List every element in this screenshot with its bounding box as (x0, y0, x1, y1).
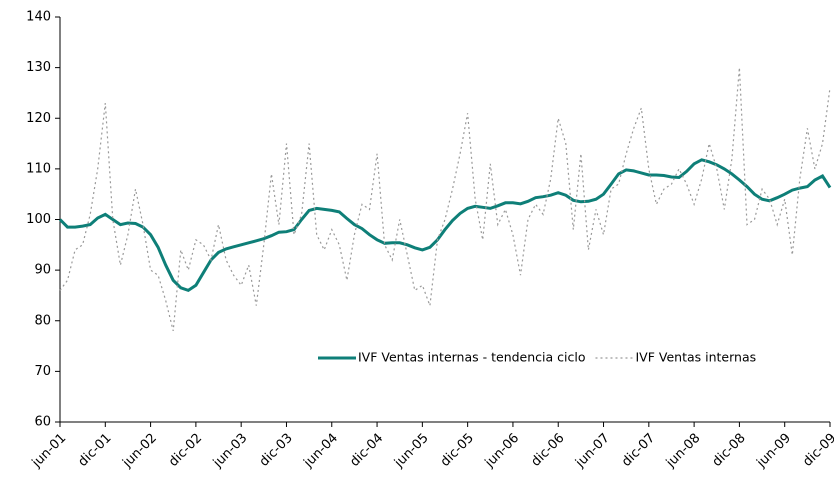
y-tick-label: 140 (26, 10, 51, 25)
x-tick-label: dic-06 (528, 431, 567, 470)
x-tick-label: jun-07 (572, 431, 613, 472)
x-tick-label: dic-01 (76, 431, 115, 470)
x-tick-label: jun-08 (663, 431, 704, 472)
x-tick-label: dic-07 (619, 431, 658, 470)
x-tick-label: jun-03 (210, 431, 251, 472)
y-tick-label: 70 (34, 364, 51, 379)
x-tick-label: jun-02 (119, 431, 160, 472)
x-tick-label: jun-01 (29, 431, 70, 472)
series-line (59, 67, 831, 332)
x-tick-label: jun-06 (482, 431, 523, 472)
y-tick-label: 80 (34, 313, 51, 328)
legend-label: IVF Ventas internas - tendencia ciclo (358, 350, 585, 365)
y-tick-label: 130 (26, 60, 51, 75)
y-tick-label: 110 (26, 161, 51, 176)
x-tick-label: dic-09 (800, 431, 834, 470)
y-tick-label: 120 (26, 111, 51, 126)
x-tick-label: jun-09 (753, 431, 794, 472)
x-tick-label: jun-04 (301, 431, 342, 472)
legend-label: IVF Ventas internas (635, 350, 756, 365)
x-tick-label: dic-08 (710, 431, 749, 470)
x-tick-label: dic-05 (438, 431, 477, 470)
x-tick-label: dic-03 (257, 431, 296, 470)
y-tick-label: 90 (34, 263, 51, 278)
x-tick-label: jun-05 (391, 431, 432, 472)
x-tick-label: dic-04 (347, 431, 386, 470)
x-tick-label: dic-02 (166, 431, 205, 470)
y-tick-label: 100 (26, 212, 51, 227)
y-tick-label: 60 (34, 415, 51, 430)
series-line (58, 158, 832, 293)
